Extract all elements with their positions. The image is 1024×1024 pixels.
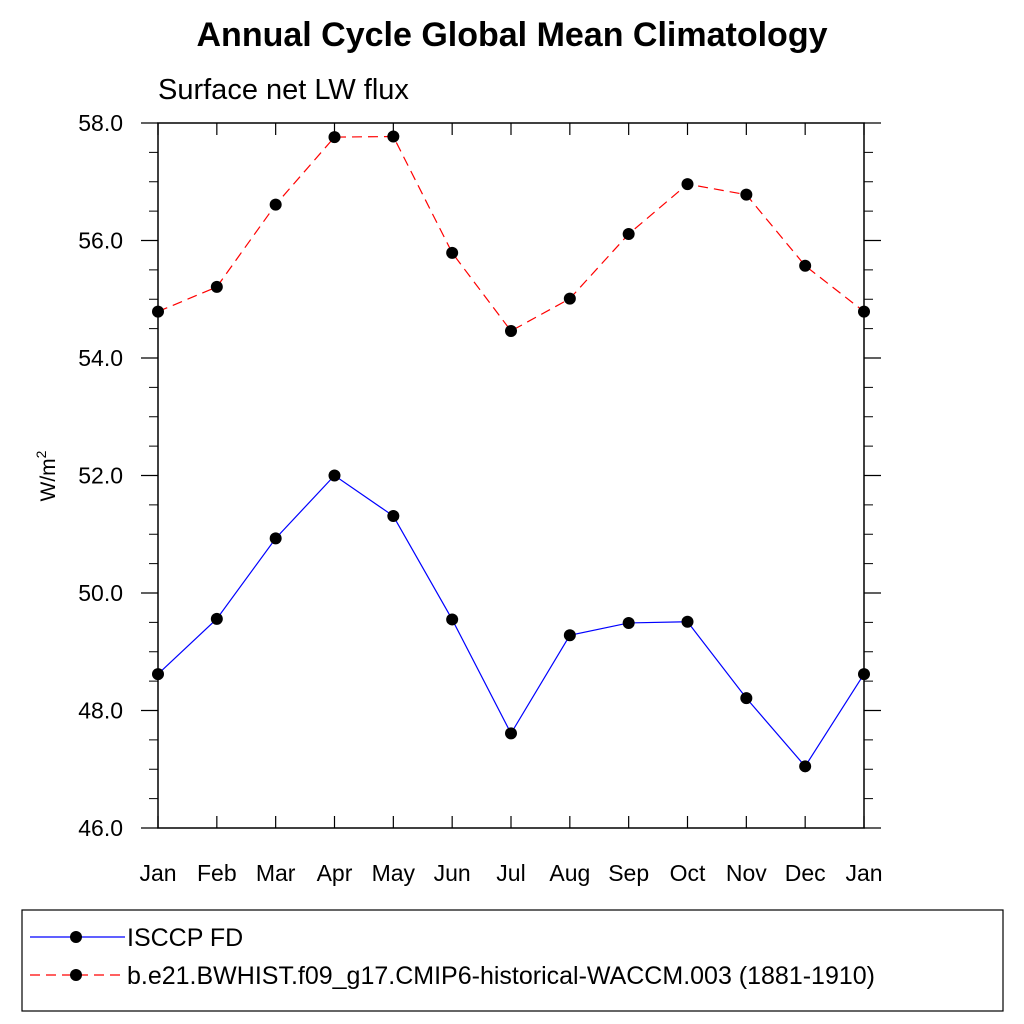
chart-subtitle: Surface net LW flux xyxy=(158,74,409,106)
data-point-series-2 xyxy=(328,131,341,144)
data-point-series-1 xyxy=(269,532,282,545)
data-point-series-2 xyxy=(505,324,517,337)
data-point-series-2 xyxy=(269,198,282,211)
chart-title: Annual Cycle Global Mean Climatology xyxy=(197,16,828,54)
x-tick-label: Nov xyxy=(726,860,767,886)
y-tick-label: 46.0 xyxy=(78,815,123,841)
legend-marker-1 xyxy=(70,931,82,943)
data-point-series-1 xyxy=(505,727,517,740)
x-tick-label: Aug xyxy=(549,860,590,886)
y-tick-label: 56.0 xyxy=(78,228,123,254)
series-line-2 xyxy=(157,135,865,332)
y-tick-label: 48.0 xyxy=(78,698,123,724)
data-point-series-2 xyxy=(858,305,870,318)
data-point-series-1 xyxy=(152,668,164,681)
data-point-series-2 xyxy=(740,188,753,201)
data-point-series-1 xyxy=(799,760,812,773)
x-tick-label: Sep xyxy=(608,860,649,886)
legend-label-1: ISCCP FD xyxy=(127,924,243,952)
x-tick-label: May xyxy=(372,860,416,886)
x-tick-label: Mar xyxy=(256,860,296,886)
data-point-series-2 xyxy=(152,305,164,318)
tick-labels: Jan Feb Mar Apr May Jun Jul Aug Sep Oct Nov Dec Jan 4… xyxy=(78,110,882,886)
data-point-series-2 xyxy=(446,246,459,259)
data-point-series-1 xyxy=(740,692,753,705)
data-point-series-2 xyxy=(681,178,694,191)
x-tick-label: Jul xyxy=(496,860,525,886)
legend-box xyxy=(21,909,1004,1012)
data-point-series-1 xyxy=(387,510,400,523)
data-point-series-2 xyxy=(210,280,223,293)
data-point-series-1 xyxy=(563,629,576,642)
axis-ticks xyxy=(141,122,881,829)
x-tick-label: Jan xyxy=(139,860,176,886)
data-point-series-2 xyxy=(622,228,635,241)
data-point-series-1 xyxy=(858,668,870,681)
x-tick-label: Jan xyxy=(845,860,882,886)
legend-label-2: b.e21.BWHIST.f09_g17.CMIP6-historical-WA… xyxy=(127,962,875,990)
y-tick-label: 54.0 xyxy=(78,345,123,371)
data-point-series-2 xyxy=(563,292,576,305)
x-tick-label: Jun xyxy=(434,860,471,886)
data-point-series-2 xyxy=(387,130,400,143)
y-axis-label-superscript: 2 xyxy=(33,450,49,458)
svg-text:W/m2: W/m2 xyxy=(33,450,60,501)
data-point-series-1 xyxy=(210,612,223,625)
series-lines xyxy=(157,135,865,768)
data-point-series-2 xyxy=(799,259,812,272)
y-tick-label: 50.0 xyxy=(78,580,123,606)
data-point-series-1 xyxy=(328,469,341,482)
data-point-series-1 xyxy=(622,616,635,629)
x-tick-label: Apr xyxy=(317,860,353,886)
y-axis-label: W/m2 xyxy=(33,450,60,501)
data-point-series-1 xyxy=(446,613,459,626)
x-tick-label: Feb xyxy=(197,860,237,886)
x-tick-label: Dec xyxy=(785,860,826,886)
series-points xyxy=(152,130,870,773)
series-line-1 xyxy=(157,474,865,768)
y-axis-label-base: W/m xyxy=(37,458,60,501)
legend-marker-2 xyxy=(70,969,82,981)
plot-frame xyxy=(157,122,865,829)
legend-entries: ISCCP FD b.e21.BWHIST.f09_g17.CMIP6-histo… xyxy=(30,924,875,990)
x-tick-label: Oct xyxy=(670,860,706,886)
y-tick-label: 52.0 xyxy=(78,463,123,489)
y-tick-label: 58.0 xyxy=(78,110,123,136)
data-point-series-1 xyxy=(681,615,694,628)
